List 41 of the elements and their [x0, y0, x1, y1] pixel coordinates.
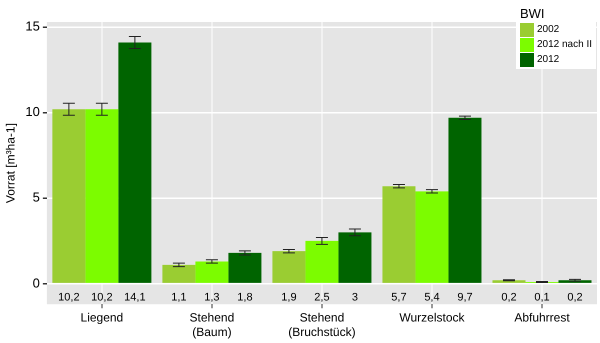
data-label: 2,5 — [314, 292, 330, 304]
x-tick-label: Liegend — [80, 310, 124, 325]
bar — [228, 252, 262, 283]
bar — [195, 261, 228, 283]
data-label: 1,9 — [281, 292, 297, 304]
bar — [448, 118, 482, 283]
data-label: 1,3 — [204, 292, 220, 304]
data-label: 5,4 — [424, 292, 440, 304]
data-label: 5,7 — [391, 292, 407, 304]
x-tick-label: Abfuhrrest — [514, 310, 570, 325]
data-label: 10,2 — [91, 292, 113, 304]
data-label: 3 — [352, 292, 358, 304]
bar — [305, 240, 338, 283]
data-label: 0,1 — [534, 292, 550, 304]
bar — [162, 264, 196, 283]
bar — [118, 42, 152, 283]
bar — [52, 109, 86, 283]
data-label: 9,7 — [457, 292, 473, 304]
bar — [382, 186, 416, 283]
data-label: 14,1 — [124, 292, 146, 304]
x-tick-label: Wurzelstock — [399, 310, 466, 325]
bar — [338, 232, 372, 283]
bar — [272, 251, 306, 283]
bar — [85, 109, 118, 283]
data-label: 0,2 — [501, 292, 517, 304]
data-label: 0,2 — [567, 292, 583, 304]
data-label: 10,2 — [58, 292, 80, 304]
x-tick-label: Stehend (Baum) — [190, 310, 234, 340]
data-label: 1,8 — [237, 292, 253, 304]
legend-label: 2002 — [536, 24, 560, 35]
data-label: 1,1 — [171, 292, 187, 304]
y-tick-label: 0 — [32, 275, 40, 290]
y-tick-label: 15 — [25, 18, 40, 34]
y-tick-label: 5 — [32, 190, 40, 205]
x-tick-label: Stehend (Bruchstück) — [288, 310, 356, 340]
bar — [415, 191, 448, 283]
y-axis-title: Vorrat [m³ha-1] — [4, 123, 18, 204]
legend-title: BWI — [520, 6, 546, 21]
y-tick-label: 10 — [25, 104, 40, 120]
legend-label: 2012 — [536, 54, 560, 65]
legend-label: 2012 nach II — [536, 39, 592, 50]
